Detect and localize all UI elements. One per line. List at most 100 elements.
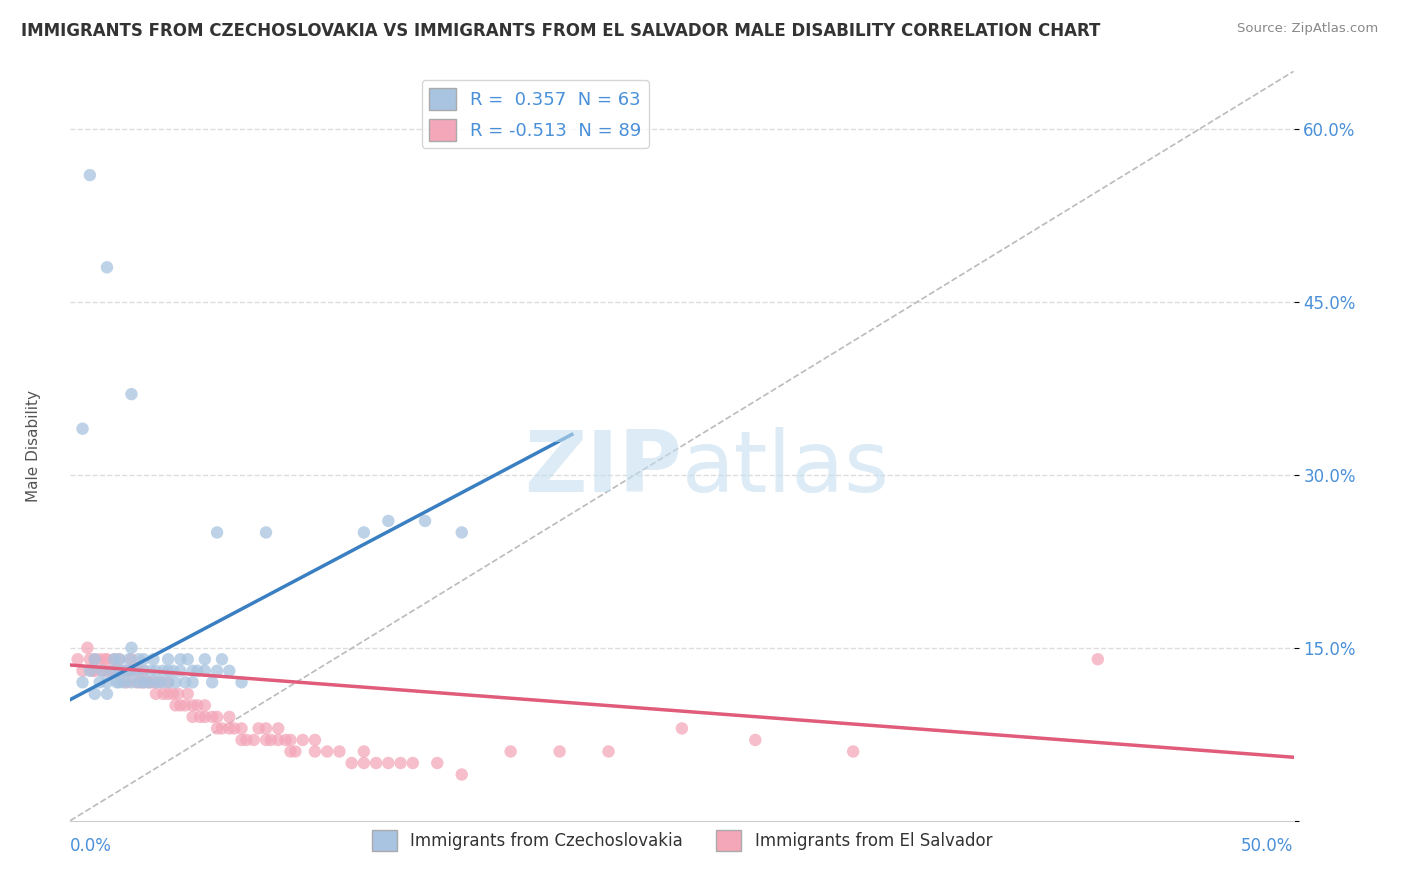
- Point: [218, 710, 240, 724]
- Point: [205, 722, 228, 736]
- Point: [103, 652, 125, 666]
- Point: [115, 675, 138, 690]
- Point: [201, 710, 224, 724]
- Text: 0.0%: 0.0%: [70, 837, 112, 855]
- Point: [91, 664, 114, 678]
- Point: [186, 698, 208, 713]
- Point: [169, 652, 191, 666]
- Point: [145, 675, 167, 690]
- Point: [121, 640, 143, 655]
- Point: [366, 756, 388, 770]
- Point: [235, 733, 257, 747]
- Point: [132, 675, 155, 690]
- Point: [284, 744, 307, 758]
- Point: [377, 514, 399, 528]
- Point: [548, 744, 571, 758]
- Point: [671, 722, 693, 736]
- Point: [218, 722, 240, 736]
- Legend: Immigrants from Czechoslovakia, Immigrants from El Salvador: Immigrants from Czechoslovakia, Immigran…: [366, 823, 998, 857]
- Point: [145, 687, 167, 701]
- Text: Source: ZipAtlas.com: Source: ZipAtlas.com: [1237, 22, 1378, 36]
- Point: [145, 675, 167, 690]
- Text: IMMIGRANTS FROM CZECHOSLOVAKIA VS IMMIGRANTS FROM EL SALVADOR MALE DISABILITY CO: IMMIGRANTS FROM CZECHOSLOVAKIA VS IMMIGR…: [21, 22, 1101, 40]
- Point: [101, 664, 124, 678]
- Point: [152, 687, 174, 701]
- Point: [169, 664, 191, 678]
- Point: [177, 687, 200, 701]
- Point: [96, 664, 118, 678]
- Point: [316, 744, 339, 758]
- Point: [157, 675, 180, 690]
- Point: [194, 652, 217, 666]
- Point: [128, 675, 150, 690]
- Point: [96, 675, 118, 690]
- Point: [402, 756, 425, 770]
- Point: [450, 525, 472, 540]
- Point: [247, 722, 270, 736]
- Point: [101, 664, 124, 678]
- Point: [267, 733, 290, 747]
- Point: [72, 675, 94, 690]
- Point: [744, 733, 766, 747]
- Point: [377, 756, 399, 770]
- Point: [112, 664, 135, 678]
- Point: [83, 652, 105, 666]
- Point: [162, 664, 184, 678]
- Point: [128, 664, 150, 678]
- Point: [118, 652, 141, 666]
- Point: [181, 664, 204, 678]
- Point: [274, 733, 297, 747]
- Point: [89, 652, 111, 666]
- Point: [167, 687, 190, 701]
- Point: [89, 675, 111, 690]
- Point: [121, 664, 143, 678]
- Point: [128, 652, 150, 666]
- Point: [304, 744, 326, 758]
- Point: [201, 675, 224, 690]
- Text: atlas: atlas: [682, 427, 890, 510]
- Point: [108, 652, 131, 666]
- Point: [205, 664, 228, 678]
- Point: [91, 664, 114, 678]
- Text: ZIP: ZIP: [524, 427, 682, 510]
- Point: [76, 640, 98, 655]
- Point: [96, 260, 118, 275]
- Point: [194, 710, 217, 724]
- Point: [145, 664, 167, 678]
- Point: [79, 652, 101, 666]
- Point: [132, 664, 155, 678]
- Point: [105, 664, 128, 678]
- Point: [194, 698, 217, 713]
- Point: [139, 675, 162, 690]
- Point: [112, 675, 135, 690]
- Point: [157, 687, 180, 701]
- Point: [108, 675, 131, 690]
- Point: [149, 675, 172, 690]
- Point: [231, 675, 253, 690]
- Point: [132, 652, 155, 666]
- Point: [267, 722, 290, 736]
- Point: [79, 168, 101, 182]
- Point: [152, 664, 174, 678]
- Point: [108, 664, 131, 678]
- Point: [138, 675, 160, 690]
- Point: [254, 525, 277, 540]
- Point: [181, 710, 204, 724]
- Point: [328, 744, 350, 758]
- Point: [115, 664, 138, 678]
- Point: [218, 664, 240, 678]
- Point: [72, 664, 94, 678]
- Point: [121, 652, 143, 666]
- Point: [165, 675, 187, 690]
- Point: [108, 664, 131, 678]
- Point: [1087, 652, 1109, 666]
- Point: [149, 675, 172, 690]
- Point: [83, 652, 105, 666]
- Point: [188, 710, 211, 724]
- Point: [353, 744, 375, 758]
- Point: [105, 675, 128, 690]
- Point: [174, 675, 197, 690]
- Point: [186, 664, 208, 678]
- Point: [157, 675, 180, 690]
- Point: [72, 422, 94, 436]
